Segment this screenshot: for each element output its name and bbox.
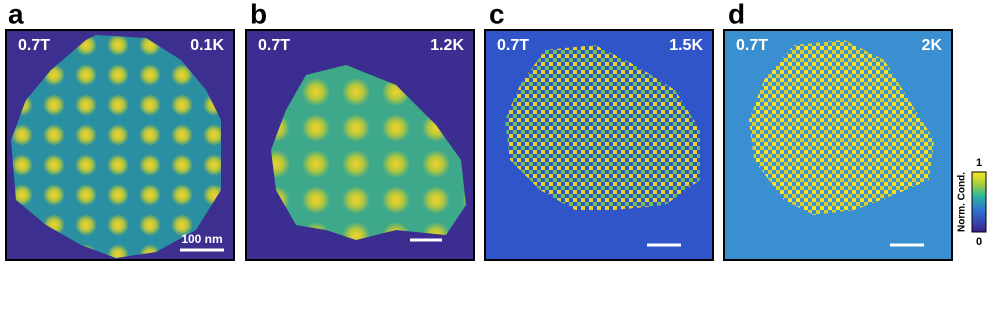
vortex-lattice (271, 65, 466, 240)
map-region (749, 40, 934, 215)
panel-b: 0.7T 1.2K (245, 29, 475, 261)
colorbar-title: Norm. Cond. (957, 172, 968, 232)
panel-d: 0.7T 2K (723, 29, 953, 261)
field-label: 0.7T (18, 37, 50, 54)
panel-c: 0.7T 1.5K (484, 29, 714, 261)
panel-letter: a (8, 0, 24, 29)
panel-letter: d (728, 0, 745, 29)
panel-letter: c (489, 0, 505, 29)
field-label: 0.7T (736, 37, 768, 54)
colorbar-min: 0 (976, 236, 982, 248)
temperature-label: 0.1K (190, 37, 224, 54)
field-label: 0.7T (497, 37, 529, 54)
panel-frame (723, 29, 953, 261)
panel-frame (245, 29, 475, 261)
temperature-label: 2K (922, 37, 943, 54)
vortex-lattice (11, 35, 221, 258)
temperature-label: 1.2K (430, 37, 464, 54)
temperature-label: 1.5K (669, 37, 703, 54)
colorbar (971, 171, 987, 233)
colorbar-max: 1 (976, 157, 982, 169)
panel-frame (484, 29, 714, 261)
field-label: 0.7T (258, 37, 290, 54)
panel-a: 0.7T 0.1K 100 nm (5, 29, 235, 261)
panel-letter: b (250, 0, 267, 29)
scale-bar-label: 100 nm (181, 232, 222, 246)
map-region (505, 45, 700, 210)
panel-frame (5, 29, 235, 261)
